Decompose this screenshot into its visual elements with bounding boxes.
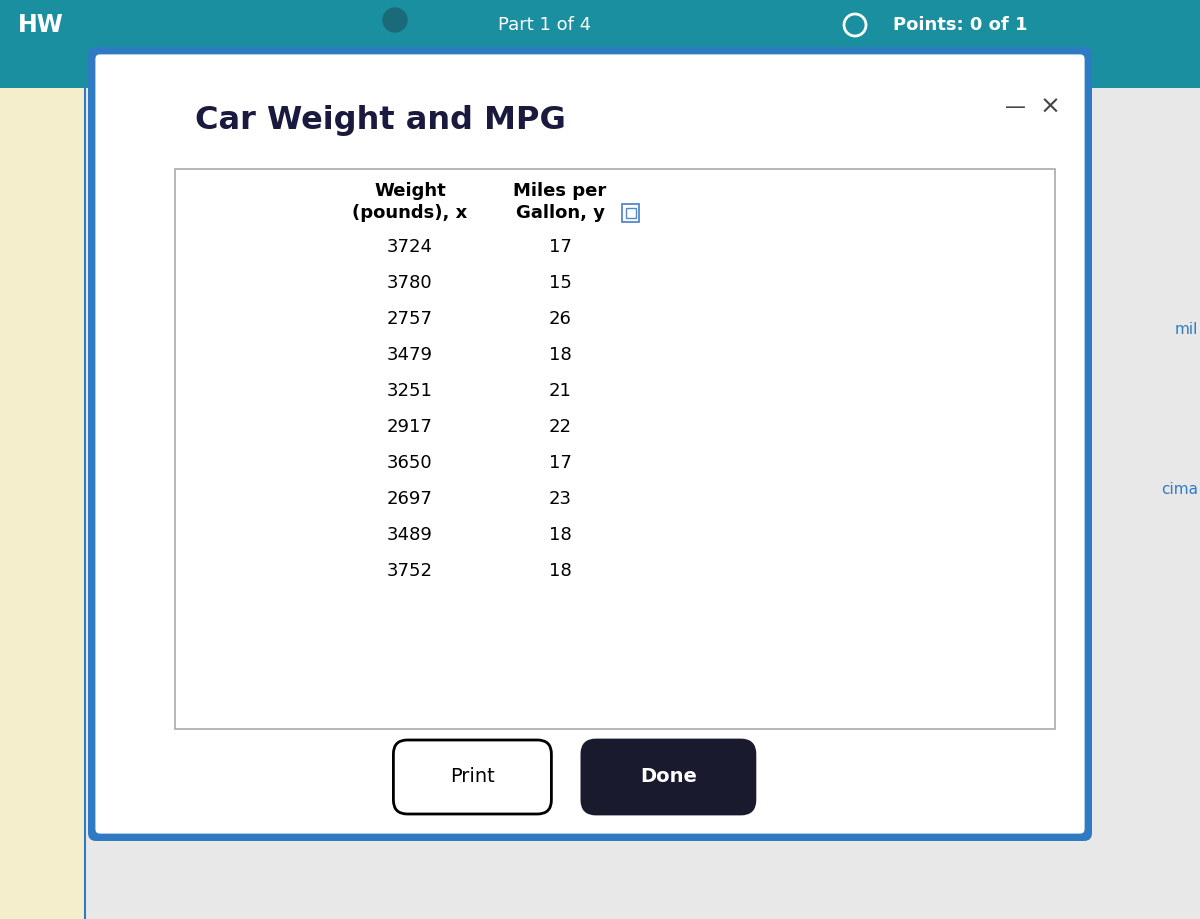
Text: Weight: Weight [374, 182, 446, 200]
Text: 17: 17 [548, 454, 571, 472]
Text: 23: 23 [548, 490, 571, 508]
Text: An engineer wants to determine how the weight of a gas powered car, x, affects g: An engineer wants to determine how the w… [200, 62, 846, 76]
FancyBboxPatch shape [88, 47, 1092, 841]
Text: 3780: 3780 [388, 274, 433, 292]
Text: Points: 0 of 1: Points: 0 of 1 [893, 16, 1027, 34]
FancyBboxPatch shape [0, 50, 1200, 88]
Text: ×: × [1039, 95, 1061, 119]
Text: 3752: 3752 [386, 562, 433, 580]
Text: 2697: 2697 [388, 490, 433, 508]
FancyBboxPatch shape [0, 0, 1200, 50]
Text: mil: mil [1175, 322, 1198, 336]
FancyBboxPatch shape [0, 88, 1200, 919]
Text: Miles per: Miles per [514, 182, 607, 200]
Text: cima: cima [1162, 482, 1198, 496]
Text: 2917: 2917 [388, 418, 433, 436]
Text: Gallon, y: Gallon, y [516, 204, 605, 222]
Text: —: — [1004, 97, 1026, 117]
Text: 3251: 3251 [388, 382, 433, 400]
Text: HW: HW [18, 13, 64, 37]
Text: 2757: 2757 [386, 310, 433, 328]
Text: 18: 18 [548, 526, 571, 544]
FancyBboxPatch shape [394, 740, 552, 814]
FancyBboxPatch shape [175, 169, 1055, 729]
Circle shape [383, 8, 407, 32]
Text: 21: 21 [548, 382, 571, 400]
Text: 3479: 3479 [386, 346, 433, 364]
Text: 3724: 3724 [386, 238, 433, 256]
Text: Print: Print [450, 767, 494, 787]
Text: (pounds), x: (pounds), x [353, 204, 468, 222]
Text: 15: 15 [548, 274, 571, 292]
FancyBboxPatch shape [582, 740, 755, 814]
FancyBboxPatch shape [94, 53, 1086, 835]
FancyBboxPatch shape [0, 88, 85, 919]
Text: 17: 17 [548, 238, 571, 256]
Text: 22: 22 [548, 418, 571, 436]
Text: 26: 26 [548, 310, 571, 328]
Text: Car Weight and MPG: Car Weight and MPG [194, 106, 566, 137]
Text: 3650: 3650 [388, 454, 433, 472]
Text: Done: Done [640, 767, 697, 787]
Text: 18: 18 [548, 346, 571, 364]
Text: Part 1 of 4: Part 1 of 4 [498, 16, 592, 34]
Text: 3489: 3489 [388, 526, 433, 544]
Text: 18: 18 [548, 562, 571, 580]
